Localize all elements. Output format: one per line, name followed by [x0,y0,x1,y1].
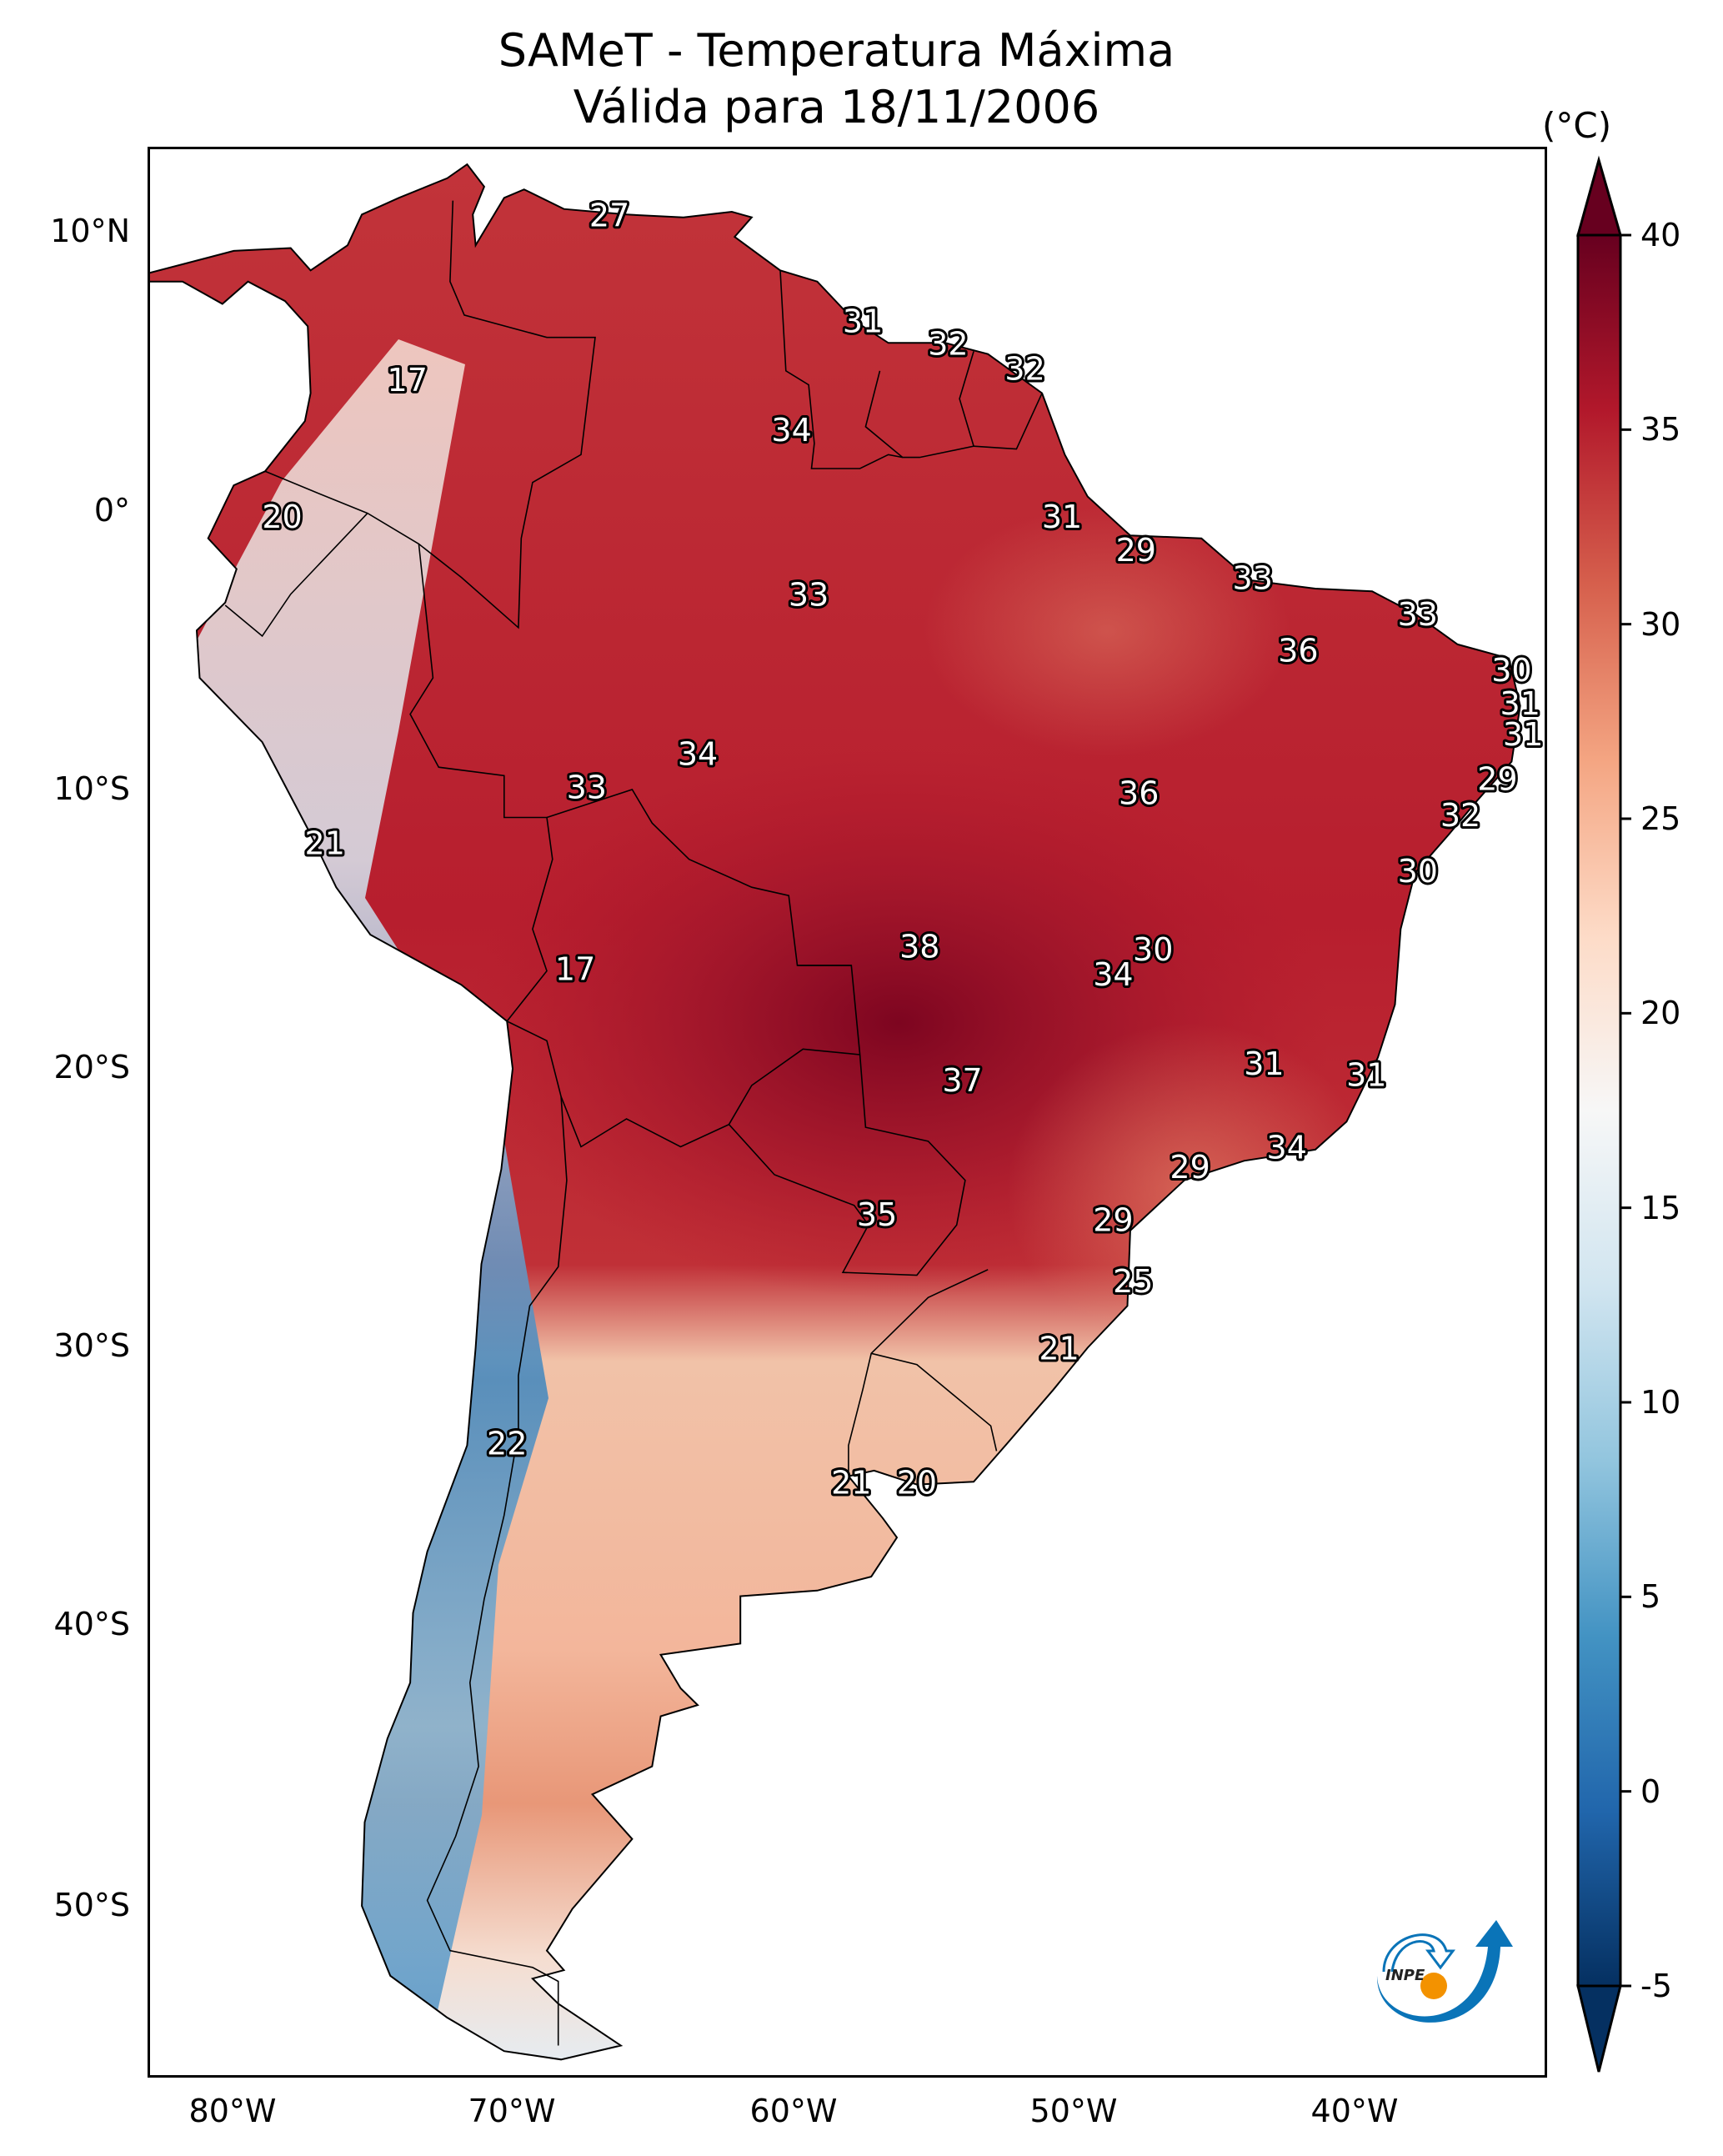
map-title: SAMeT - Temperatura Máxima [0,25,1698,77]
lat-label-40s: 40°S [54,1607,130,1641]
colorbar [1567,150,1634,2084]
colorbar-tick-label: -5 [1640,1969,1672,2003]
station-label: 33 [567,770,607,806]
station-label: 32 [928,325,968,362]
station-label: 30 [1398,853,1438,890]
lon-label-40w: 40°W [1311,2094,1399,2128]
station-label: 34 [771,412,811,449]
station-label: 29 [1477,761,1517,798]
colorbar-extend-max [1578,160,1620,235]
lon-label-60w: 60°W [750,2094,838,2128]
station-label: 31 [1346,1057,1386,1094]
lat-label-0: 0° [94,494,130,527]
lon-label-50w: 50°W [1030,2094,1118,2128]
station-label: 31 [1503,716,1543,753]
station-label: 21 [305,825,345,862]
colorbar-tick-label: 35 [1640,413,1680,446]
station-label: 17 [555,950,595,987]
colorbar-tick-label: 15 [1640,1191,1680,1225]
station-label: 31 [1244,1045,1284,1082]
station-label: 30 [1491,652,1531,689]
station-label: 21 [831,1464,871,1501]
colorbar-tick-label: 25 [1640,802,1680,835]
station-label: 36 [1278,633,1318,669]
colorbar-tick-label: 40 [1640,218,1680,252]
station-label: 33 [1398,596,1438,633]
lat-label-20s: 20°S [54,1050,130,1084]
temperature-field [148,148,1543,2073]
station-label: 33 [789,577,829,614]
station-label: 36 [1119,775,1159,811]
station-label: 31 [843,303,883,340]
colorbar-extend-min [1578,1986,1620,2072]
map-subtitle: Válida para 18/11/2006 [0,82,1698,133]
colorbar-tick-label: 0 [1640,1775,1660,1808]
station-label: 22 [487,1425,527,1462]
station-label: 34 [678,736,718,773]
station-label: 32 [1004,351,1044,388]
colorbar-tick-label: 5 [1640,1580,1660,1613]
colorbar-tick-label: 10 [1640,1386,1680,1419]
station-label: 37 [942,1062,982,1099]
lat-label-30s: 30°S [54,1329,130,1362]
station-label: 29 [1116,532,1156,569]
inpe-logo-text: INPE [1385,1967,1425,1984]
station-label: 34 [1267,1130,1307,1166]
station-label: 25 [1113,1263,1153,1300]
station-label: 30 [1133,931,1173,968]
station-label: 29 [1170,1149,1210,1186]
station-label: 29 [1093,1202,1133,1239]
lon-label-70w: 70°W [468,2094,556,2128]
station-label: 32 [1440,797,1480,834]
lat-label-10s: 10°S [54,772,130,805]
lat-label-10n: 10°N [50,214,130,248]
station-label: 20 [262,499,302,535]
inpe-logo: INPE [1367,1913,1513,2034]
station-label: 27 [589,197,629,233]
station-label: 34 [1093,956,1133,993]
colorbar-body [1578,235,1620,1986]
station-label: 20 [897,1464,937,1501]
temperature-map: 2731323217342031293333333630313134293336… [148,148,1543,2073]
station-label: 35 [857,1196,897,1233]
colorbar-tick-label: 20 [1640,996,1680,1030]
colorbar-tick-label: 30 [1640,608,1680,641]
colorbar-unit-label: (°C) [1542,107,1611,145]
station-label: 21 [1039,1331,1079,1367]
lon-label-80w: 80°W [189,2094,277,2128]
station-label: 33 [1233,560,1273,597]
station-label: 17 [388,362,428,399]
lat-label-50s: 50°S [54,1888,130,1922]
station-label: 31 [1042,499,1082,535]
station-label: 38 [899,929,939,965]
